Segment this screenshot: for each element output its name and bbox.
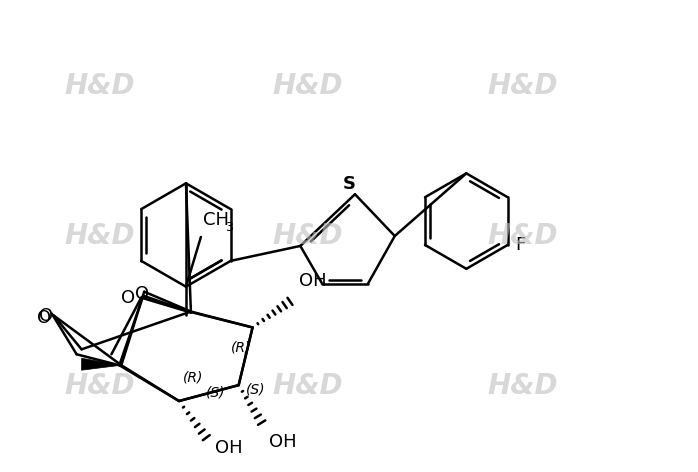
Text: O: O: [135, 285, 149, 303]
Text: H&D: H&D: [272, 222, 343, 250]
Text: OH: OH: [299, 272, 327, 290]
Text: CH: CH: [203, 211, 229, 229]
Text: O: O: [37, 309, 51, 327]
Text: OH: OH: [215, 439, 242, 457]
Text: O: O: [121, 289, 135, 307]
Text: H&D: H&D: [272, 72, 343, 100]
Text: F: F: [516, 236, 526, 254]
Text: (R): (R): [183, 370, 203, 384]
Text: O: O: [38, 306, 53, 325]
Text: (R): (R): [230, 340, 251, 354]
Polygon shape: [82, 358, 121, 370]
Text: S: S: [343, 175, 355, 194]
Text: 3: 3: [225, 221, 232, 234]
Text: H&D: H&D: [487, 372, 558, 400]
Text: (S): (S): [246, 382, 265, 396]
Text: OH: OH: [269, 433, 297, 451]
Text: (S): (S): [206, 385, 225, 399]
Text: H&D: H&D: [487, 72, 558, 100]
Text: H&D: H&D: [487, 222, 558, 250]
Text: H&D: H&D: [64, 372, 135, 400]
Text: H&D: H&D: [64, 72, 135, 100]
Text: H&D: H&D: [272, 372, 343, 400]
Text: H&D: H&D: [64, 222, 135, 250]
